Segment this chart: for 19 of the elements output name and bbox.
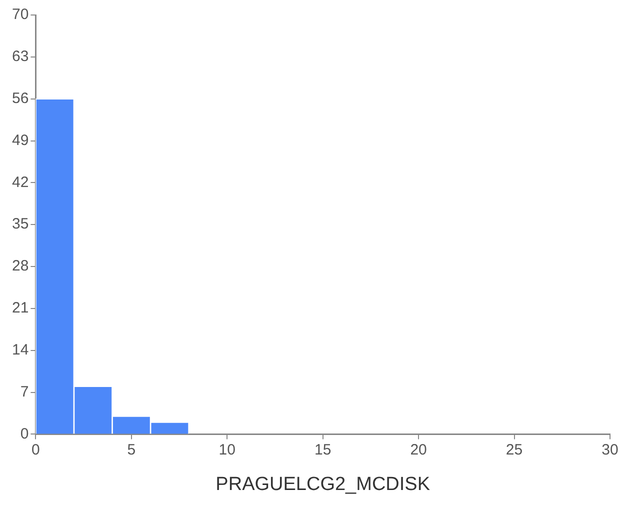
y-tick-label: 42 — [12, 174, 29, 191]
y-tick-label: 63 — [12, 48, 29, 66]
y-tick-label: 14 — [12, 342, 29, 358]
y-tick-label: 0 — [20, 425, 29, 442]
y-tick-label: 7 — [20, 383, 29, 400]
x-tick-label: 20 — [410, 441, 427, 458]
y-tick-label: 21 — [12, 300, 29, 317]
y-tick-label: 28 — [12, 258, 29, 275]
y-tick-label: 49 — [12, 132, 29, 149]
x-tick-label: 15 — [314, 441, 332, 458]
x-tick-label: 30 — [602, 441, 618, 458]
x-tick-label: 25 — [506, 441, 523, 458]
x-axis-title: PRAGUELCG2_MCDISK — [216, 474, 430, 495]
y-tick-label: 35 — [12, 216, 29, 233]
y-tick-label: 70 — [12, 6, 29, 24]
x-tick-label: 10 — [218, 441, 236, 458]
x-tick-label: 5 — [127, 441, 136, 458]
x-tick-label: 0 — [32, 441, 40, 458]
y-tick-label: 56 — [12, 90, 29, 107]
